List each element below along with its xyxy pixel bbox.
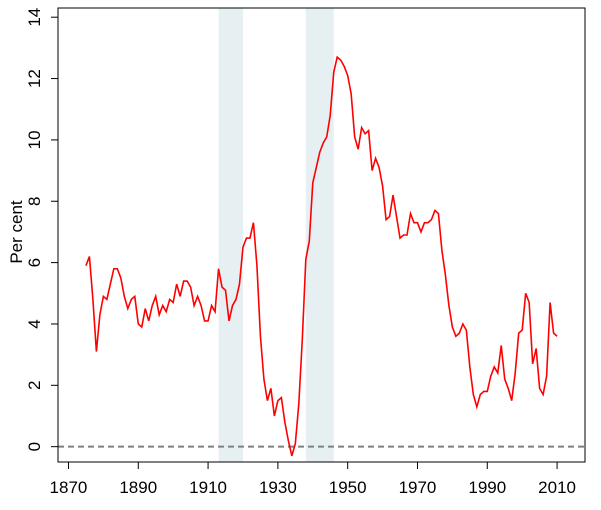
x-tick-label: 2010 — [538, 478, 576, 497]
x-tick-label: 1890 — [119, 478, 157, 497]
y-tick-label: 0 — [25, 442, 44, 451]
y-axis-label: Per cent — [7, 200, 26, 264]
x-tick-label: 1930 — [259, 478, 297, 497]
plot-frame — [57, 7, 586, 463]
y-tick-label: 6 — [25, 258, 44, 267]
y-tick-label: 2 — [25, 381, 44, 390]
x-tick-label: 1970 — [399, 478, 437, 497]
y-tick-label: 4 — [25, 319, 44, 328]
data-line — [85, 55, 558, 457]
y-tick-label: 8 — [25, 197, 44, 206]
x-tick-label: 1990 — [468, 478, 506, 497]
x-tick-label: 1950 — [329, 478, 367, 497]
shaded-period — [218, 8, 243, 462]
y-tick-label: 10 — [25, 130, 44, 149]
y-tick-label: 14 — [25, 8, 44, 27]
x-tick-label: 1870 — [50, 478, 88, 497]
y-tick-label: 12 — [25, 69, 44, 88]
x-tick-label: 1910 — [189, 478, 227, 497]
